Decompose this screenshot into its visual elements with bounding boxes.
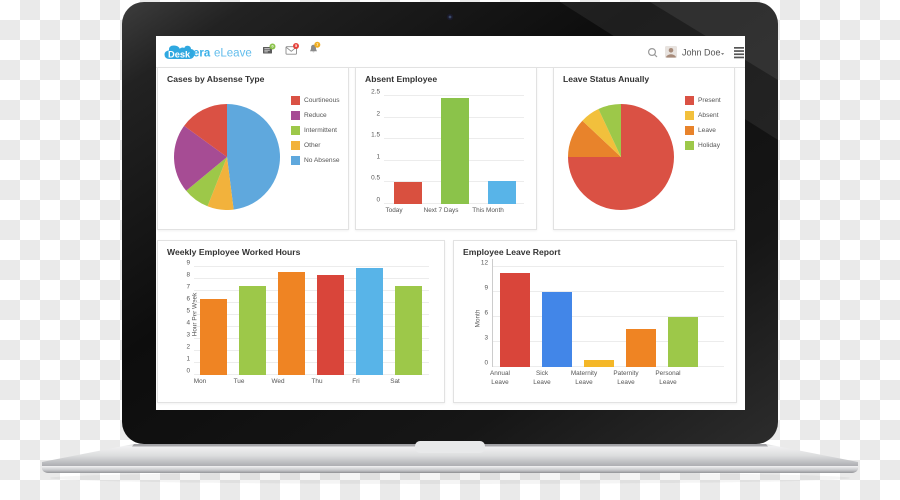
- svg-text:Desk: Desk: [168, 49, 191, 59]
- svg-text:John Doe: John Doe: [682, 48, 721, 58]
- svg-text:era: era: [193, 48, 211, 60]
- svg-text:5: 5: [295, 44, 297, 48]
- svg-text:eLeave: eLeave: [214, 48, 252, 60]
- svg-text:0: 0: [271, 45, 273, 49]
- svg-text:7: 7: [316, 43, 318, 47]
